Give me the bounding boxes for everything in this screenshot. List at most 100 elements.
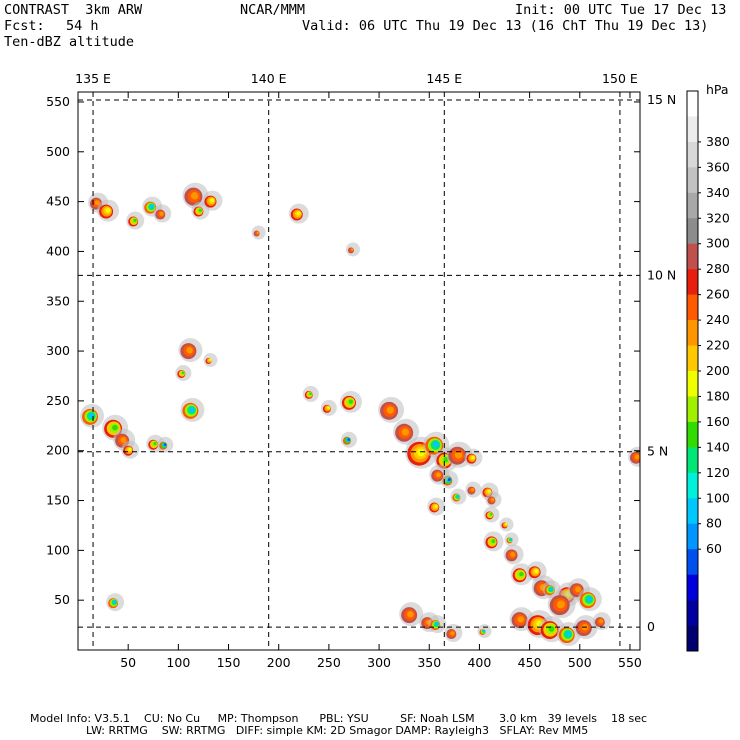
storm-ring <box>150 204 154 209</box>
storm-cell <box>444 624 463 643</box>
field-name: Ten-dBZ altitude <box>4 34 135 50</box>
y-tick-label: 550 <box>46 94 70 109</box>
longitude-label: 150 E <box>602 71 638 86</box>
colorbar-label: 380 <box>706 134 730 149</box>
colorbar-swatch <box>687 421 698 448</box>
storm-cell <box>427 497 446 516</box>
storm-cell <box>157 436 174 453</box>
storm-cell <box>97 199 120 222</box>
storm-cell <box>345 242 360 257</box>
storm-ring <box>210 198 215 203</box>
storm-cell <box>483 506 500 523</box>
y-tick-label: 100 <box>46 542 70 557</box>
storm-ring <box>634 454 640 460</box>
storm-cell <box>556 622 581 647</box>
storm-cell <box>203 353 218 368</box>
storm-ring <box>519 571 524 577</box>
storm-cell <box>251 225 266 240</box>
model-info-line1: Model Info: V3.5.1 CU: No Cu MP: Thompso… <box>30 712 648 725</box>
colorbar-swatch <box>687 294 698 321</box>
storm-cell <box>378 396 405 423</box>
colorbar-label: 100 <box>706 490 730 505</box>
storm-ring <box>198 208 202 212</box>
storm-cells <box>80 182 640 647</box>
storm-ring <box>491 539 496 544</box>
storm-ring <box>510 537 513 541</box>
colorbar-label: 140 <box>706 439 730 454</box>
y-tick-label: 450 <box>46 194 70 209</box>
colorbar-label: 180 <box>706 388 730 403</box>
storm-ring <box>159 211 164 216</box>
storm-cell <box>302 385 319 402</box>
storm-ring <box>327 406 330 409</box>
latitude-label: 0 <box>647 619 655 634</box>
x-tick-label: 350 <box>417 655 441 670</box>
y-tick-label: 350 <box>46 293 70 308</box>
y-tick-label: 150 <box>46 493 70 508</box>
y-tick-label: 200 <box>46 443 70 458</box>
colorbar-swatch <box>687 523 698 550</box>
storm-cell <box>465 481 482 498</box>
storm-ring <box>434 504 438 508</box>
colorbar-label: 200 <box>706 363 730 378</box>
storm-ring <box>471 455 475 460</box>
colorbar-swatch <box>687 91 698 117</box>
colorbar-swatch <box>687 167 698 194</box>
storm-cell <box>288 203 309 224</box>
model-info-line2: LW: RRTMG SW: RRTMG DIFF: simple KM: 2D … <box>30 724 589 737</box>
colorbar-label: 280 <box>706 261 730 276</box>
storm-ring <box>491 498 495 502</box>
x-tick-label: 500 <box>568 655 592 670</box>
x-tick-label: 250 <box>317 655 341 670</box>
y-tick-label: 50 <box>54 592 70 607</box>
storm-cell <box>202 190 223 211</box>
storm-cell <box>339 390 362 413</box>
colorbar-swatch <box>687 116 698 143</box>
storm-ring <box>296 211 301 216</box>
storm-ring <box>483 629 486 633</box>
init-time: Init: 00 UTC Tue 17 Dec 13 <box>515 2 727 18</box>
colorbar-label: 220 <box>706 338 730 353</box>
storm-ring <box>587 596 593 602</box>
storm-ring <box>348 399 353 404</box>
storm-ring <box>517 616 525 623</box>
storm-ring <box>407 611 414 618</box>
lat-lon-grid <box>78 92 640 650</box>
x-tick-label: 50 <box>120 655 136 670</box>
storm-ring <box>510 552 516 558</box>
storm-ring <box>454 451 463 459</box>
storm-ring <box>575 586 581 593</box>
colorbar-label: 240 <box>706 312 730 327</box>
storm-cell <box>393 418 420 445</box>
storm-cell <box>477 624 492 639</box>
x-tick-label: 100 <box>166 655 190 670</box>
y-tick-label: 400 <box>46 243 70 258</box>
colorbar-label: 340 <box>706 185 730 200</box>
colorbar-swatch <box>687 371 698 397</box>
storm-cell <box>428 615 447 634</box>
storm-cell <box>175 364 192 381</box>
storm-ring <box>189 407 195 413</box>
storm-cell <box>547 590 576 619</box>
storm-ring <box>433 441 439 448</box>
colorbar-swatch <box>687 243 698 270</box>
storm-ring <box>133 218 137 222</box>
y-tick-label: 300 <box>46 343 70 358</box>
storm-cell <box>153 204 172 223</box>
latitude-label: 5 N <box>647 444 668 459</box>
storm-ring <box>113 600 117 604</box>
storm-cell <box>80 403 105 428</box>
colorbar-swatch <box>687 192 698 219</box>
storm-cell <box>464 448 483 467</box>
storm-ring <box>181 371 185 375</box>
storm-ring <box>94 200 100 206</box>
storm-cell <box>485 491 502 508</box>
storm-ring <box>163 443 167 446</box>
longitude-label: 140 E <box>251 71 287 86</box>
storm-cell <box>483 531 504 552</box>
storm-ring <box>565 631 572 637</box>
storm-ring <box>598 619 604 624</box>
colorbar-swatch <box>687 269 698 295</box>
storm-cell <box>429 464 450 485</box>
